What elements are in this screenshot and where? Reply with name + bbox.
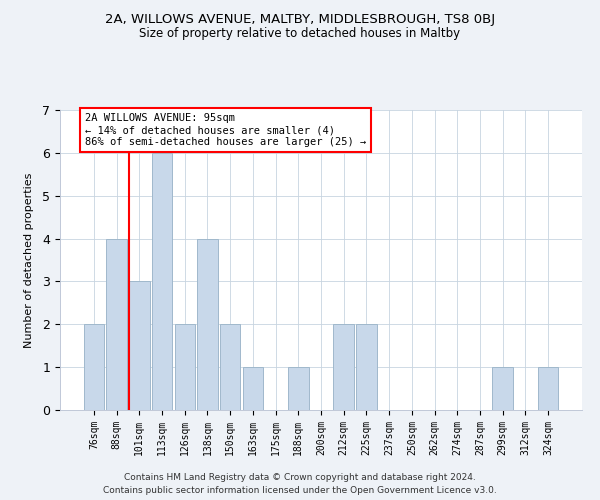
Bar	[84, 324, 104, 410]
Bar	[129, 282, 149, 410]
Bar	[106, 238, 127, 410]
Bar	[288, 367, 308, 410]
Text: Contains public sector information licensed under the Open Government Licence v3: Contains public sector information licen…	[103, 486, 497, 495]
Bar	[356, 324, 377, 410]
Bar	[242, 367, 263, 410]
Bar	[175, 324, 195, 410]
Text: Contains HM Land Registry data © Crown copyright and database right 2024.: Contains HM Land Registry data © Crown c…	[124, 474, 476, 482]
Bar	[334, 324, 354, 410]
Text: Size of property relative to detached houses in Maltby: Size of property relative to detached ho…	[139, 28, 461, 40]
Bar	[152, 153, 172, 410]
Y-axis label: Number of detached properties: Number of detached properties	[24, 172, 34, 348]
Text: 2A, WILLOWS AVENUE, MALTBY, MIDDLESBROUGH, TS8 0BJ: 2A, WILLOWS AVENUE, MALTBY, MIDDLESBROUG…	[105, 12, 495, 26]
Text: 2A WILLOWS AVENUE: 95sqm
← 14% of detached houses are smaller (4)
86% of semi-de: 2A WILLOWS AVENUE: 95sqm ← 14% of detach…	[85, 114, 366, 146]
Bar	[197, 238, 218, 410]
Bar	[538, 367, 558, 410]
Bar	[220, 324, 241, 410]
Bar	[493, 367, 513, 410]
